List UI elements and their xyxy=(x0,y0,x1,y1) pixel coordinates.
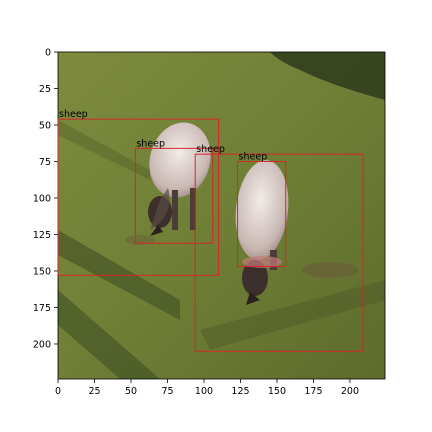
detection-label: sheep xyxy=(196,144,225,155)
y-tick-label: 175 xyxy=(33,303,51,314)
y-tick-label: 150 xyxy=(33,266,51,277)
x-tick-label: 75 xyxy=(161,386,173,397)
detection-label: sheep xyxy=(136,138,165,149)
y-tick-label: 25 xyxy=(39,84,51,95)
x-tick-label: 100 xyxy=(195,386,213,397)
y-axis: 0 25 50 75 100 125 150 175 200 xyxy=(33,48,58,351)
y-tick-label: 100 xyxy=(33,193,51,204)
y-tick-label: 75 xyxy=(39,157,51,168)
photo-image xyxy=(58,52,385,379)
y-tick-label: 125 xyxy=(33,230,51,241)
x-tick-label: 25 xyxy=(88,386,100,397)
x-axis: 0 25 50 75 100 125 150 175 200 xyxy=(55,379,359,397)
y-tick-label: 50 xyxy=(39,120,51,131)
x-tick-label: 125 xyxy=(231,386,249,397)
detection-label: sheep xyxy=(239,151,268,162)
x-tick-label: 200 xyxy=(341,386,359,397)
x-tick-label: 0 xyxy=(55,386,61,397)
detection-label: sheep xyxy=(59,109,88,120)
y-tick-label: 200 xyxy=(33,339,51,350)
x-tick-label: 50 xyxy=(125,386,137,397)
x-tick-label: 175 xyxy=(304,386,322,397)
y-tick-label: 0 xyxy=(45,48,51,59)
x-tick-label: 150 xyxy=(268,386,286,397)
